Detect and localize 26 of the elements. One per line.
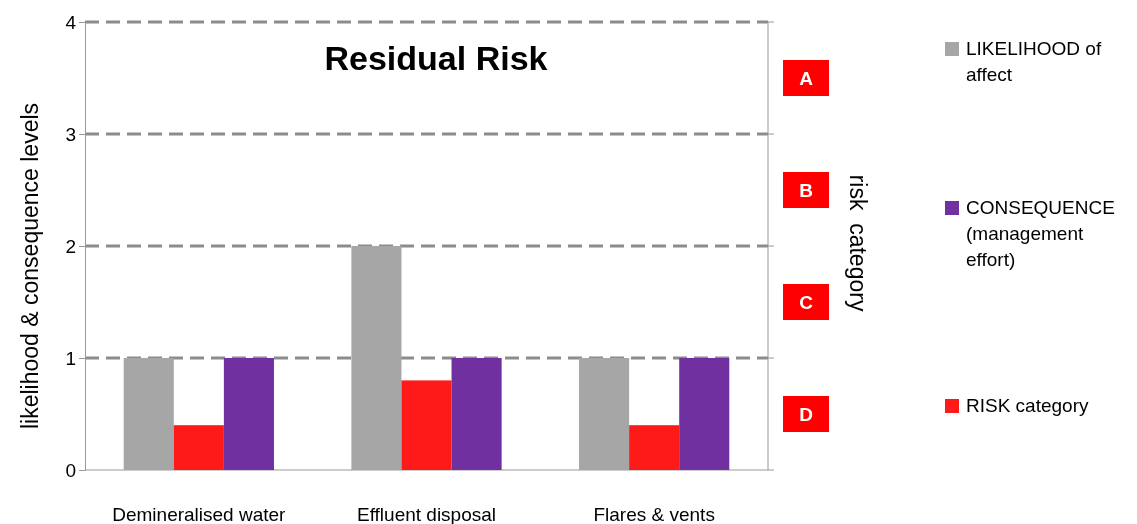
y2-axis-title: risk category <box>845 174 871 312</box>
bar <box>401 380 452 470</box>
y-tick-label: 1 <box>65 347 76 369</box>
bar <box>223 358 274 470</box>
label-box: A <box>783 60 829 96</box>
x-tick-label: Demineralised water <box>112 504 287 524</box>
bar <box>679 358 730 470</box>
legend-label: CONSEQUENCE (management effort) <box>966 197 1115 270</box>
y-tick-label: 2 <box>65 235 76 257</box>
bar <box>629 425 680 470</box>
y-tick-label: 0 <box>65 459 76 481</box>
y-tick-label: 3 <box>65 123 76 145</box>
bar <box>173 425 224 470</box>
label-box: B <box>783 172 829 208</box>
y-axis-title: likelihood & consequence levels <box>17 102 43 430</box>
bar <box>451 358 502 470</box>
label-box: D <box>783 396 829 432</box>
y-tick-label: 4 <box>65 11 77 33</box>
legend-label: LIKELIHOOD of affect <box>966 38 1102 85</box>
bar <box>123 358 174 470</box>
bar <box>351 246 402 470</box>
text: Residual Risk <box>324 39 548 77</box>
x-tick-label: Flares & vents <box>593 504 715 524</box>
legend-label: RISK category <box>966 395 1089 416</box>
bar <box>579 358 630 470</box>
label-box: C <box>783 284 829 320</box>
